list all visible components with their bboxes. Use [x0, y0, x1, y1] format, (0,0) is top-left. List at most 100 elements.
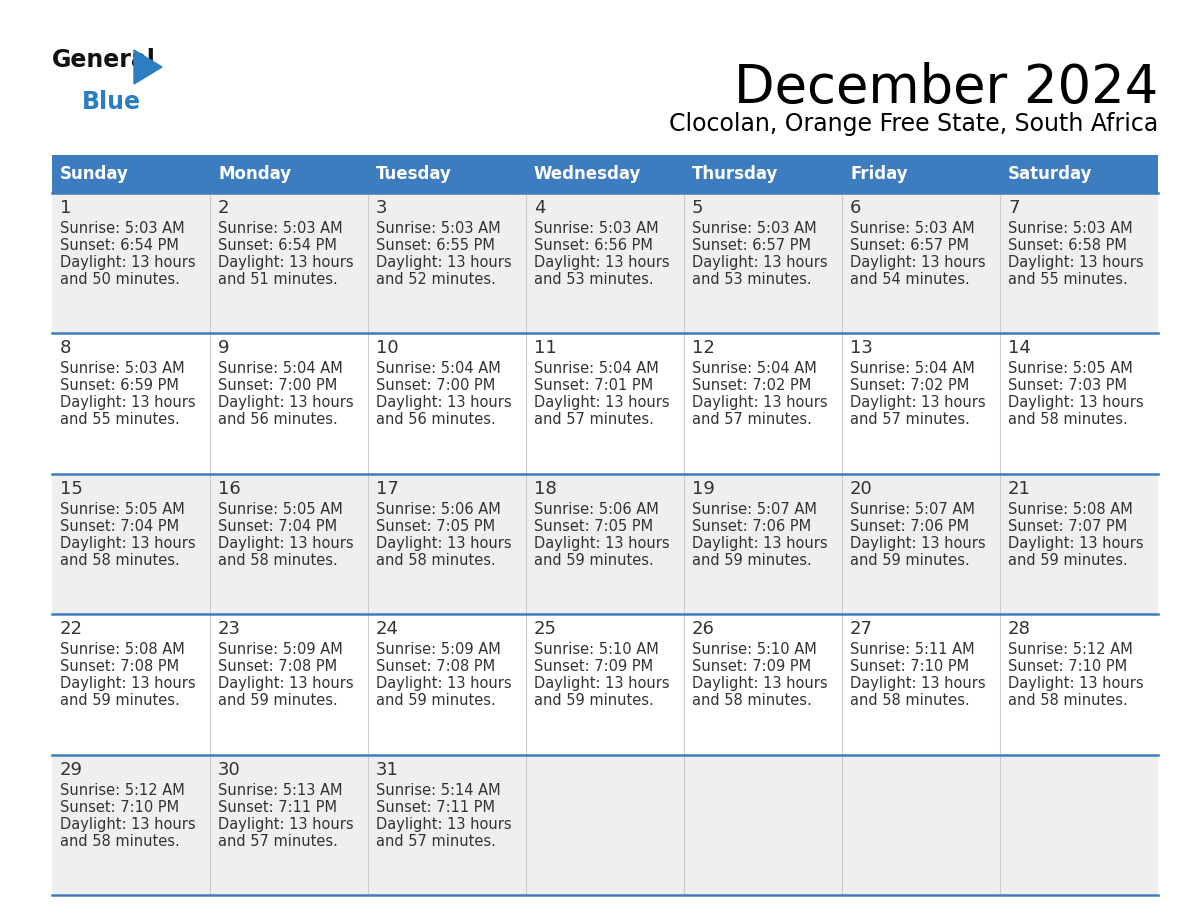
Text: 23: 23 — [219, 621, 241, 638]
Text: 1: 1 — [61, 199, 71, 217]
Text: Daylight: 13 hours: Daylight: 13 hours — [375, 536, 512, 551]
Text: Daylight: 13 hours: Daylight: 13 hours — [691, 396, 828, 410]
Text: Sunset: 7:08 PM: Sunset: 7:08 PM — [375, 659, 495, 674]
Bar — [684, 155, 842, 193]
Text: Sunset: 7:11 PM: Sunset: 7:11 PM — [375, 800, 495, 814]
Text: Sunrise: 5:08 AM: Sunrise: 5:08 AM — [61, 643, 185, 657]
Text: 15: 15 — [61, 480, 83, 498]
Text: Daylight: 13 hours: Daylight: 13 hours — [849, 255, 986, 270]
Text: Sunset: 7:04 PM: Sunset: 7:04 PM — [61, 519, 179, 533]
Text: Sunrise: 5:03 AM: Sunrise: 5:03 AM — [375, 221, 500, 236]
Text: Sunrise: 5:03 AM: Sunrise: 5:03 AM — [1007, 221, 1132, 236]
Text: 2: 2 — [219, 199, 229, 217]
Text: Daylight: 13 hours: Daylight: 13 hours — [219, 677, 354, 691]
Text: Sunset: 7:09 PM: Sunset: 7:09 PM — [691, 659, 811, 674]
Text: and 57 minutes.: and 57 minutes. — [849, 412, 969, 428]
Text: General: General — [52, 48, 156, 72]
Text: Sunrise: 5:09 AM: Sunrise: 5:09 AM — [219, 643, 343, 657]
Text: 21: 21 — [1007, 480, 1031, 498]
Text: 27: 27 — [849, 621, 873, 638]
Bar — [52, 155, 210, 193]
Text: Sunrise: 5:07 AM: Sunrise: 5:07 AM — [691, 502, 817, 517]
Text: 9: 9 — [219, 340, 229, 357]
Text: Sunset: 7:06 PM: Sunset: 7:06 PM — [691, 519, 811, 533]
Bar — [842, 155, 1000, 193]
Text: 7: 7 — [1007, 199, 1019, 217]
Text: Daylight: 13 hours: Daylight: 13 hours — [219, 255, 354, 270]
Text: and 58 minutes.: and 58 minutes. — [1007, 412, 1127, 428]
Text: Sunset: 7:10 PM: Sunset: 7:10 PM — [61, 800, 179, 814]
Text: Daylight: 13 hours: Daylight: 13 hours — [219, 396, 354, 410]
Bar — [52, 474, 1158, 614]
Text: 18: 18 — [533, 480, 557, 498]
Text: Blue: Blue — [82, 90, 141, 114]
Text: Daylight: 13 hours: Daylight: 13 hours — [375, 396, 512, 410]
Text: Sunset: 6:57 PM: Sunset: 6:57 PM — [849, 238, 969, 253]
Text: Saturday: Saturday — [1007, 165, 1093, 183]
Text: Daylight: 13 hours: Daylight: 13 hours — [1007, 396, 1144, 410]
Text: 5: 5 — [691, 199, 703, 217]
Text: Daylight: 13 hours: Daylight: 13 hours — [375, 255, 512, 270]
Text: Sunset: 7:00 PM: Sunset: 7:00 PM — [219, 378, 337, 394]
Text: Sunday: Sunday — [61, 165, 128, 183]
Text: Sunrise: 5:04 AM: Sunrise: 5:04 AM — [533, 362, 659, 376]
Text: and 57 minutes.: and 57 minutes. — [691, 412, 811, 428]
Text: and 51 minutes.: and 51 minutes. — [219, 272, 337, 287]
Text: Daylight: 13 hours: Daylight: 13 hours — [533, 536, 670, 551]
Text: Daylight: 13 hours: Daylight: 13 hours — [61, 255, 196, 270]
Text: 30: 30 — [219, 761, 241, 778]
Text: Daylight: 13 hours: Daylight: 13 hours — [691, 255, 828, 270]
Text: Sunrise: 5:10 AM: Sunrise: 5:10 AM — [691, 643, 817, 657]
Text: and 57 minutes.: and 57 minutes. — [219, 834, 337, 848]
Text: Sunrise: 5:03 AM: Sunrise: 5:03 AM — [219, 221, 342, 236]
Bar — [368, 155, 526, 193]
Text: and 53 minutes.: and 53 minutes. — [533, 272, 653, 287]
Text: 26: 26 — [691, 621, 715, 638]
Text: Sunrise: 5:03 AM: Sunrise: 5:03 AM — [849, 221, 974, 236]
Text: 4: 4 — [533, 199, 545, 217]
Text: 22: 22 — [61, 621, 83, 638]
Text: Sunrise: 5:12 AM: Sunrise: 5:12 AM — [61, 783, 185, 798]
Bar — [52, 755, 1158, 895]
Text: Daylight: 13 hours: Daylight: 13 hours — [849, 536, 986, 551]
Text: Daylight: 13 hours: Daylight: 13 hours — [61, 396, 196, 410]
Text: Sunset: 6:58 PM: Sunset: 6:58 PM — [1007, 238, 1127, 253]
Text: Sunset: 6:56 PM: Sunset: 6:56 PM — [533, 238, 653, 253]
Bar — [52, 193, 1158, 333]
Text: Sunrise: 5:14 AM: Sunrise: 5:14 AM — [375, 783, 500, 798]
Text: Daylight: 13 hours: Daylight: 13 hours — [533, 396, 670, 410]
Text: Sunset: 7:03 PM: Sunset: 7:03 PM — [1007, 378, 1127, 394]
Text: Sunset: 6:54 PM: Sunset: 6:54 PM — [61, 238, 179, 253]
Text: Sunrise: 5:06 AM: Sunrise: 5:06 AM — [375, 502, 501, 517]
Text: Sunset: 7:10 PM: Sunset: 7:10 PM — [849, 659, 969, 674]
Text: Sunrise: 5:04 AM: Sunrise: 5:04 AM — [849, 362, 974, 376]
Text: Sunrise: 5:07 AM: Sunrise: 5:07 AM — [849, 502, 975, 517]
Text: and 59 minutes.: and 59 minutes. — [849, 553, 969, 568]
Text: 25: 25 — [533, 621, 557, 638]
Text: Sunset: 7:10 PM: Sunset: 7:10 PM — [1007, 659, 1127, 674]
Text: and 50 minutes.: and 50 minutes. — [61, 272, 179, 287]
Text: Sunrise: 5:03 AM: Sunrise: 5:03 AM — [61, 362, 184, 376]
Text: and 58 minutes.: and 58 minutes. — [61, 834, 179, 848]
Text: Tuesday: Tuesday — [375, 165, 451, 183]
Text: and 59 minutes.: and 59 minutes. — [375, 693, 495, 708]
Bar — [52, 614, 1158, 755]
Text: and 52 minutes.: and 52 minutes. — [375, 272, 495, 287]
Text: December 2024: December 2024 — [734, 62, 1158, 114]
Text: and 58 minutes.: and 58 minutes. — [691, 693, 811, 708]
Text: Daylight: 13 hours: Daylight: 13 hours — [61, 677, 196, 691]
Text: Sunrise: 5:12 AM: Sunrise: 5:12 AM — [1007, 643, 1132, 657]
Text: Sunset: 7:00 PM: Sunset: 7:00 PM — [375, 378, 495, 394]
Text: and 55 minutes.: and 55 minutes. — [61, 412, 179, 428]
Text: Daylight: 13 hours: Daylight: 13 hours — [533, 255, 670, 270]
Text: Sunset: 6:57 PM: Sunset: 6:57 PM — [691, 238, 811, 253]
Text: 16: 16 — [219, 480, 241, 498]
Text: 29: 29 — [61, 761, 83, 778]
Text: Sunset: 7:08 PM: Sunset: 7:08 PM — [61, 659, 179, 674]
Text: Sunrise: 5:03 AM: Sunrise: 5:03 AM — [61, 221, 184, 236]
Text: Daylight: 13 hours: Daylight: 13 hours — [1007, 255, 1144, 270]
Text: and 58 minutes.: and 58 minutes. — [849, 693, 969, 708]
Bar — [526, 155, 684, 193]
Bar — [1000, 155, 1158, 193]
Text: 17: 17 — [375, 480, 399, 498]
